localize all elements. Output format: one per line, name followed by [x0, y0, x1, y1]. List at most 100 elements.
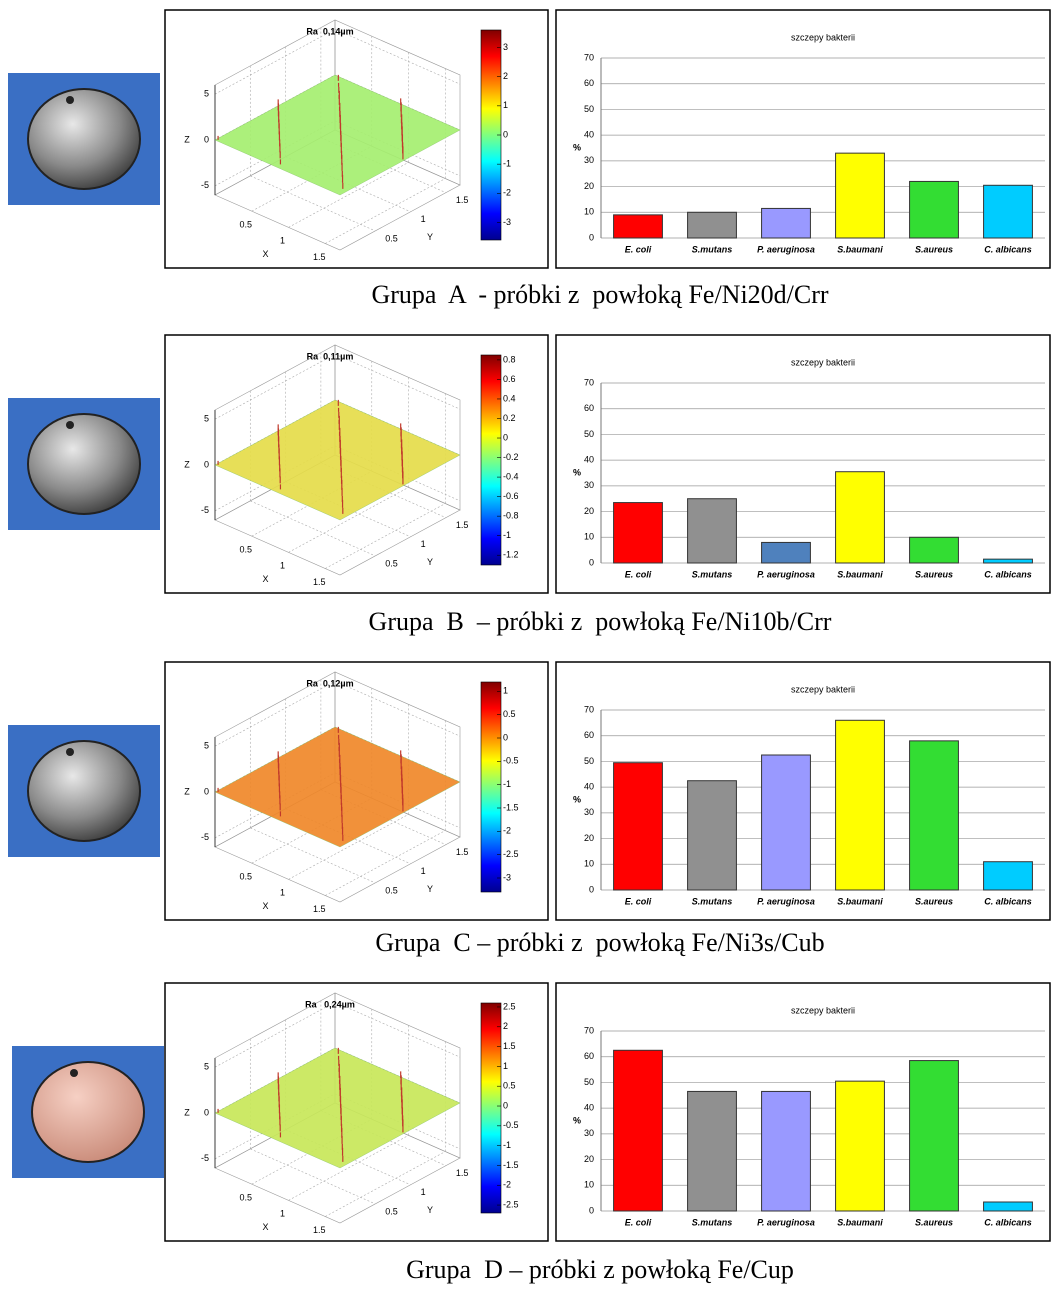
x-tick-label: C. albicans [984, 244, 1032, 254]
z-tick-label: 0 [204, 134, 209, 144]
x-tick-label: 1 [280, 888, 285, 898]
z-tick-label: 5 [204, 89, 209, 99]
colorbar-tick-label: 1.5 [503, 1041, 516, 1051]
colorbar [480, 354, 502, 566]
bar [983, 558, 1033, 564]
chart-title: szczepy bakterii [791, 32, 855, 42]
colorbar-tick-label: 0 [503, 432, 508, 442]
colorbar-tick-label: 3 [503, 42, 508, 52]
y-tick-label: 50 [584, 756, 594, 766]
colorbar-tick-label: 2.5 [503, 1001, 516, 1011]
colorbar-tick-label: -0.2 [503, 452, 519, 462]
x-tick-label: S.baumani [837, 1217, 883, 1227]
bar [613, 1049, 663, 1212]
colorbar-tick-label: -1.5 [503, 1160, 519, 1170]
bar [761, 754, 811, 891]
grid-line [325, 503, 446, 569]
z-axis-label: Z [184, 1107, 190, 1117]
y-tick-label: 20 [584, 181, 594, 191]
grid-line [250, 1148, 376, 1205]
y-tick-label: 1.5 [456, 195, 469, 205]
x-tick-label: E. coli [625, 1217, 652, 1227]
y-tick-label: 30 [584, 1128, 594, 1138]
bar [761, 541, 811, 564]
colorbar-tick-label: 0.8 [503, 354, 516, 364]
y-tick-label: 60 [584, 1051, 594, 1061]
grid-line [334, 28, 461, 85]
colorbar-tick-label: -2 [503, 188, 511, 198]
z-axis-label: Z [184, 459, 190, 469]
x-axis-label: X [262, 901, 268, 911]
x-tick-label: C. albicans [984, 896, 1032, 906]
bar [613, 762, 663, 891]
grid-line [288, 162, 409, 228]
x-tick-label: S.baumani [837, 569, 883, 579]
colorbar-tick-label: 2 [503, 71, 508, 81]
surface [214, 1047, 461, 1169]
x-tick-label: E. coli [625, 569, 652, 579]
colorbar-tick-label: -2.5 [503, 849, 519, 859]
y-tick-label: 0.5 [385, 233, 398, 243]
x-tick-label: 1.5 [313, 577, 326, 587]
x-tick-label: S.aureus [915, 896, 953, 906]
y-tick-label: 70 [584, 704, 594, 714]
bar [983, 184, 1033, 239]
bar [835, 1080, 885, 1212]
bar [687, 780, 737, 891]
colorbar-tick-label: -1 [503, 530, 511, 540]
y-tick-label: 70 [584, 1025, 594, 1035]
colorbar-tick-label: 0.5 [503, 1081, 516, 1091]
grid-line [288, 1135, 409, 1201]
y-tick-label: 70 [584, 377, 594, 387]
y-tick-label: 1 [421, 539, 426, 549]
y-tick-label: 0 [589, 232, 594, 242]
bar [983, 1201, 1033, 1212]
bar [909, 536, 959, 564]
y-tick-label: 50 [584, 1077, 594, 1087]
colorbar-tick-label: -1.2 [503, 550, 519, 560]
x-tick-label: P. aeruginosa [757, 1217, 815, 1227]
x-tick-label: E. coli [625, 244, 652, 254]
caption: Grupa C – próbki z powłoką Fe/Ni3s/Cub [375, 928, 824, 957]
y-tick-label: 40 [584, 1103, 594, 1113]
x-tick-label: P. aeruginosa [757, 244, 815, 254]
z-tick-label: -5 [201, 832, 209, 842]
y-tick-label: 20 [584, 506, 594, 516]
x-tick-label: S.aureus [915, 1217, 953, 1227]
y-tick-label: 0.5 [385, 1206, 398, 1216]
y-axis-label: Y [427, 232, 433, 242]
colorbar-tick-label: 0.2 [503, 413, 516, 423]
x-tick-label: C. albicans [984, 1217, 1032, 1227]
y-tick-label: 40 [584, 130, 594, 140]
y-tick-label: 1 [421, 1187, 426, 1197]
bar [613, 502, 663, 564]
y-tick-label: 0 [589, 557, 594, 567]
y-tick-label: 50 [584, 429, 594, 439]
z-tick-label: -5 [201, 180, 209, 190]
x-axis-label: X [262, 574, 268, 584]
x-tick-label: S.aureus [915, 569, 953, 579]
surface-title: Ra 0,24µm [305, 999, 355, 1009]
x-tick-label: 1 [280, 1209, 285, 1219]
y-tick-label: 30 [584, 155, 594, 165]
colorbar-tick-label: -0.6 [503, 491, 519, 501]
x-tick-label: S.baumani [837, 896, 883, 906]
surface [214, 399, 461, 521]
y-tick-label: 0.5 [385, 558, 398, 568]
sample-hole [70, 1069, 78, 1077]
caption: Grupa D – próbki z powłoką Fe/Cup [406, 1255, 794, 1284]
y-axis-label: % [573, 467, 581, 477]
y-tick-label: 0 [589, 1205, 594, 1215]
surface-title: Ra 0,14µm [306, 26, 353, 36]
grid-line [250, 175, 376, 232]
colorbar-tick-label: -1 [503, 1140, 511, 1150]
colorbar-tick-label: 0 [503, 1100, 508, 1110]
y-tick-label: 60 [584, 730, 594, 740]
x-tick-label: 1.5 [313, 252, 326, 262]
colorbar-tick-label: 2 [503, 1021, 508, 1031]
y-tick-label: 60 [584, 403, 594, 413]
x-tick-label: 0.5 [240, 545, 253, 555]
bar [687, 1090, 737, 1212]
